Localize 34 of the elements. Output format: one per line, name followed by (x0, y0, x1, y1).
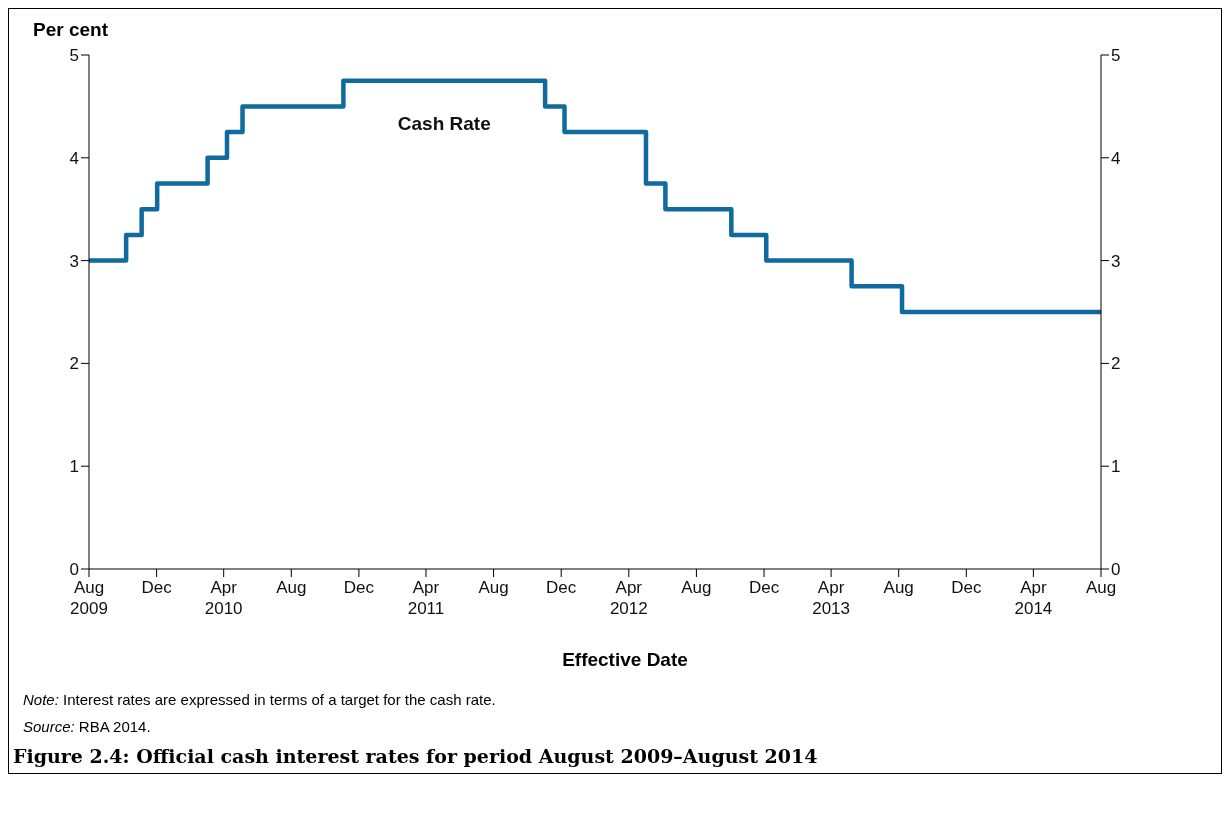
x-tick-label: Aug (1085, 578, 1117, 597)
y-tick-label: 3 (69, 251, 79, 271)
y-tick-label: 1 (69, 457, 79, 477)
text: Figure 2.4: Official cash interest rates for period August 2009–August 2014 (13, 745, 819, 767)
text: Note: Interest rates are expressed in terms of a target for the cash rate. (23, 691, 497, 708)
y-tick-label: 0 (69, 560, 79, 580)
y2-tick-label: 5 (1111, 46, 1121, 66)
x-tick-label: Aug (478, 578, 509, 597)
x-tick-label: Dec (141, 578, 173, 597)
x-tick-label: Apr 2010 (204, 578, 243, 618)
y2-tick-label: 0 (1111, 560, 1121, 580)
y2-tick-label: 1 (1111, 457, 1121, 477)
x-tick-label: Apr 2012 (609, 578, 648, 618)
y2-tick-label: 2 (1111, 354, 1121, 374)
x-tick-label: Apr 2011 (407, 578, 445, 618)
x-tick-label: Aug 2009 (70, 578, 108, 618)
x-tick-label: Apr 2013 (812, 578, 851, 618)
x-tick-label: Aug (681, 578, 712, 597)
x-axis-title: Effective Date (561, 649, 689, 671)
x-tick-label: Dec (546, 578, 577, 597)
x-tick-label: Apr 2014 (1014, 578, 1053, 618)
y-tick-label: 4 (69, 148, 79, 168)
x-tick-label: Dec (951, 578, 982, 597)
y2-tick-label: 3 (1111, 251, 1121, 271)
y-axis-title: Per cent (33, 19, 108, 41)
x-tick-label: Aug (883, 578, 914, 597)
y2-tick-label: 4 (1111, 148, 1121, 168)
y-tick-label: 2 (69, 354, 79, 374)
series-label: Cash Rate (397, 113, 491, 135)
y-tick-label: 5 (69, 46, 79, 66)
x-tick-label: Dec (748, 578, 780, 597)
x-tick-label: Dec (343, 578, 375, 597)
source-note: Source: RBA 2014. (23, 718, 152, 735)
x-tick-label: Aug (276, 578, 307, 597)
